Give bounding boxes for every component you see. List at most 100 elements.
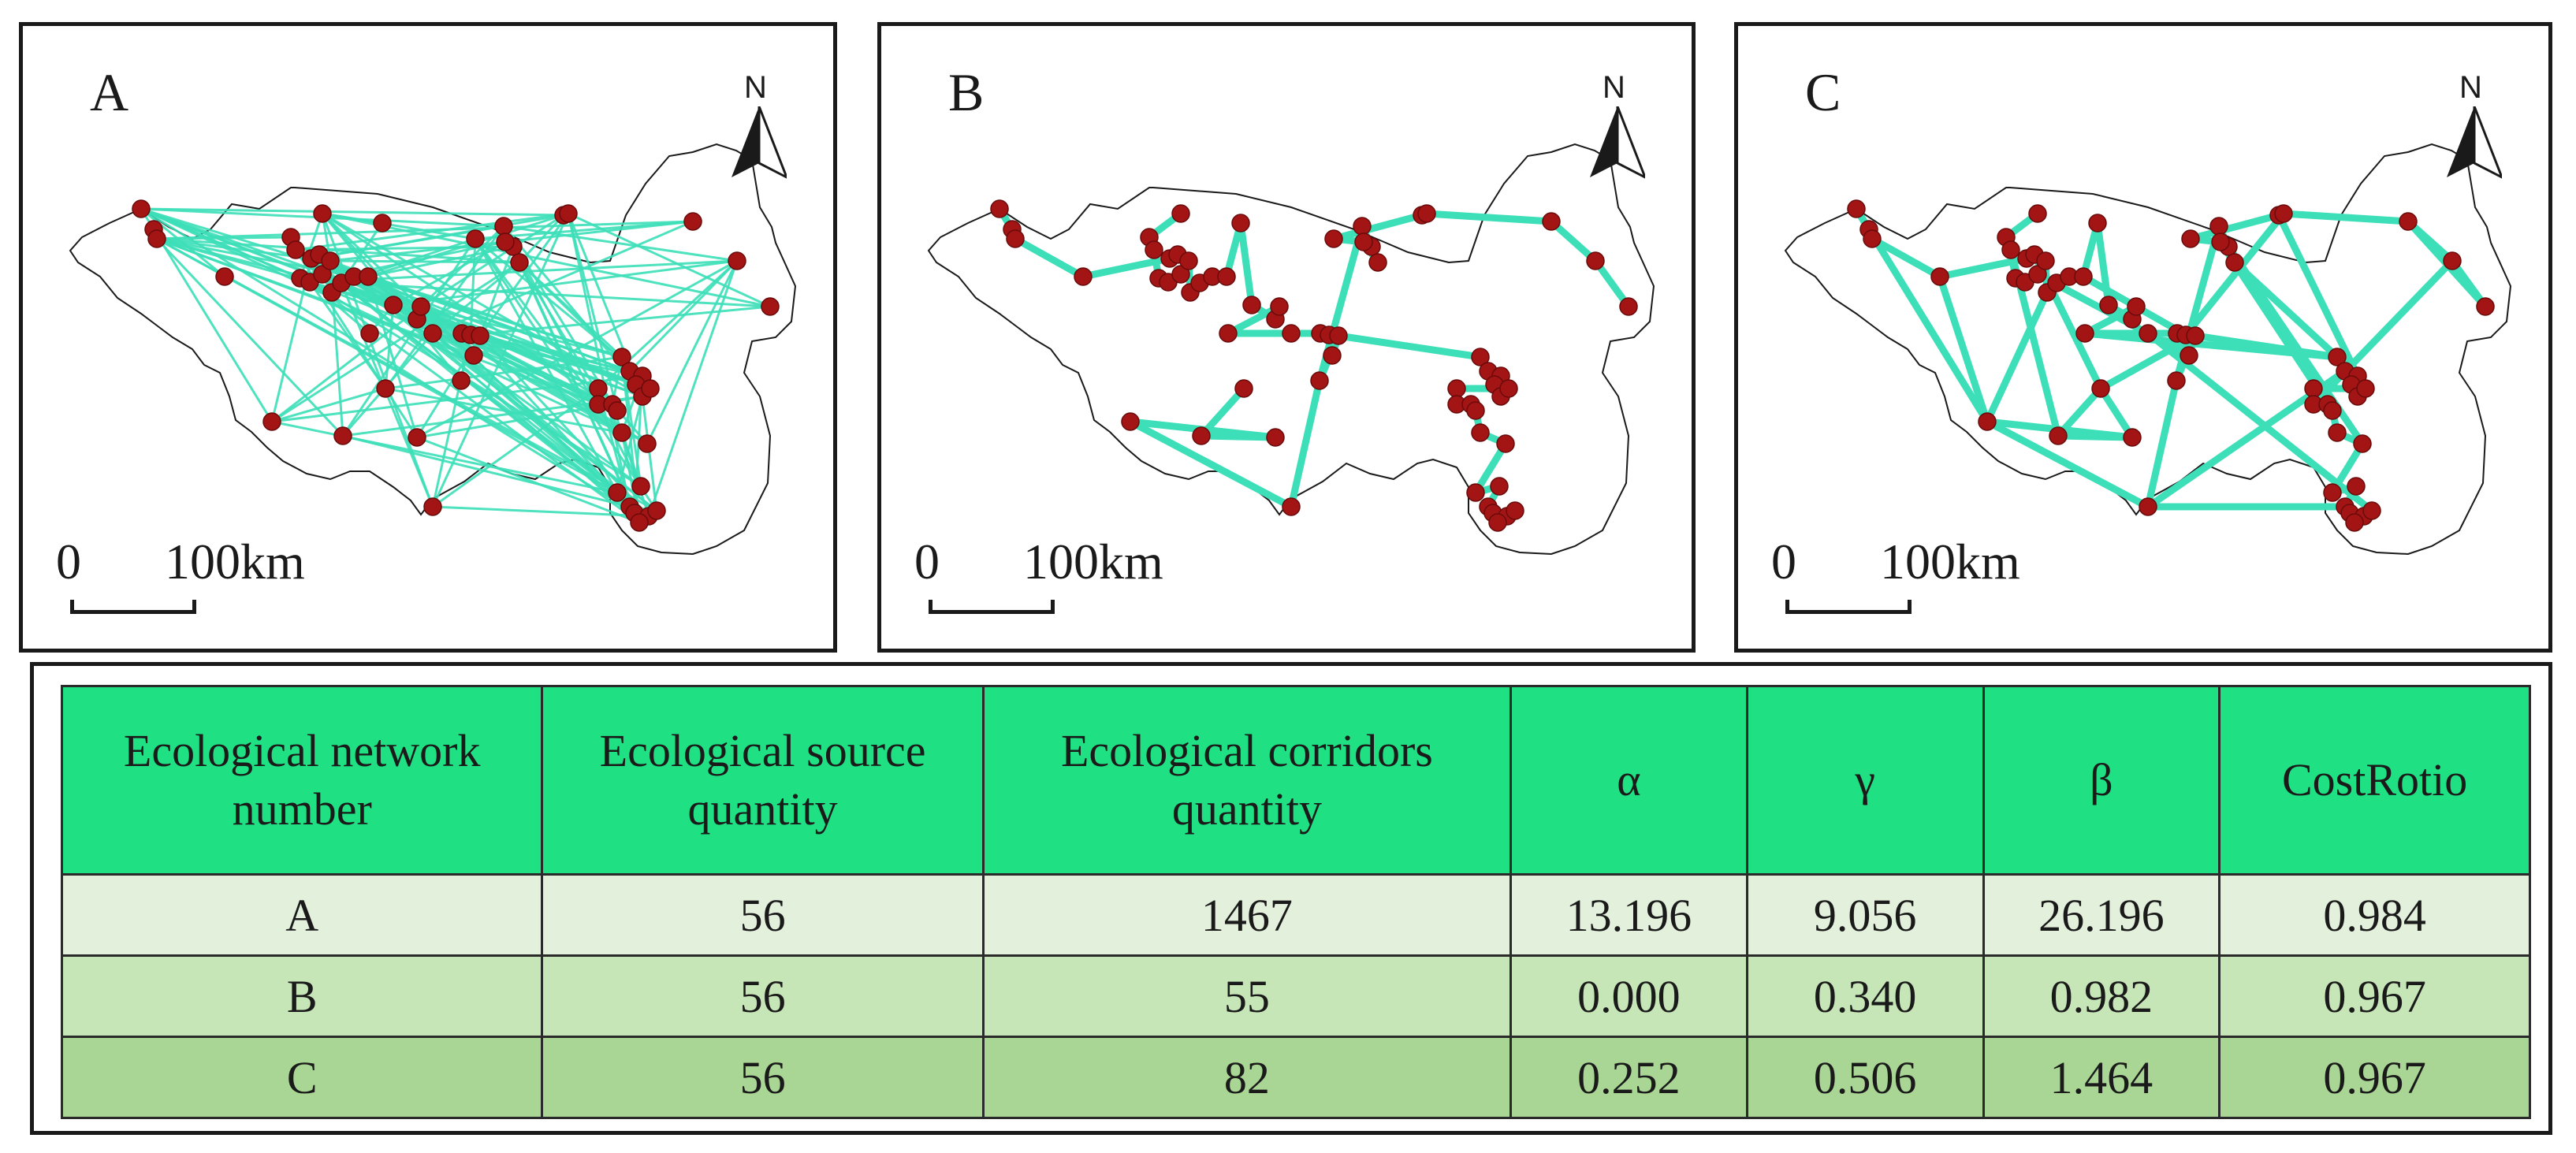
ecological-corridor bbox=[415, 403, 614, 439]
ecological-source-node bbox=[464, 346, 483, 365]
scale-length-label: 100km bbox=[165, 534, 305, 590]
panel-label: B bbox=[948, 62, 985, 122]
ecological-source-node bbox=[466, 229, 485, 248]
scale-line bbox=[70, 600, 196, 614]
ecological-source-node bbox=[1270, 297, 1289, 316]
ecological-source-node bbox=[423, 497, 442, 516]
table-header-row: Ecological network number Ecological sou… bbox=[60, 685, 2531, 876]
ecological-corridor bbox=[518, 214, 565, 264]
ecological-source-node bbox=[1006, 229, 1025, 248]
ecological-source-node bbox=[2091, 379, 2110, 398]
ecological-corridor bbox=[469, 237, 477, 337]
ecological-corridor bbox=[1197, 385, 1248, 440]
ecological-source-node bbox=[1863, 229, 1882, 248]
table-cell: A bbox=[60, 873, 544, 957]
ecological-corridor bbox=[1936, 273, 1991, 426]
north-arrow-icon bbox=[1590, 106, 1645, 179]
ecological-corridor bbox=[647, 259, 739, 518]
ecological-source-node bbox=[1234, 379, 1253, 398]
ecological-corridor bbox=[1011, 235, 1087, 281]
ecological-source-node bbox=[496, 232, 515, 251]
ecological-corridor bbox=[431, 505, 650, 518]
ecological-corridor bbox=[155, 237, 313, 260]
ecological-source-node bbox=[2476, 297, 2495, 316]
ecological-corridor bbox=[321, 212, 434, 508]
ecological-source-node bbox=[1930, 267, 1949, 286]
ecological-source-node bbox=[1266, 428, 1285, 447]
ecological-source-node bbox=[630, 513, 649, 532]
region-boundary bbox=[927, 143, 1655, 556]
scale-zero-label: 0 bbox=[1771, 534, 1796, 590]
region-boundary bbox=[1784, 143, 2512, 556]
ecological-source-node bbox=[1323, 346, 1342, 365]
ecological-source-node bbox=[2304, 379, 2323, 398]
ecological-corridor bbox=[308, 281, 387, 390]
ecological-corridor bbox=[270, 420, 619, 494]
ecological-corridor bbox=[431, 387, 600, 508]
ecological-corridor bbox=[384, 355, 624, 390]
north-label: N bbox=[1603, 70, 1625, 105]
ecological-corridor bbox=[2054, 432, 2136, 441]
network-statistics-table: Ecological network number Ecological sou… bbox=[60, 685, 2531, 1119]
ecological-corridor bbox=[294, 212, 570, 251]
ecological-source-node bbox=[608, 483, 627, 502]
table-cell: C bbox=[60, 1036, 544, 1119]
table-cell: 0.984 bbox=[2218, 873, 2531, 957]
scale-zero-label: 0 bbox=[914, 534, 940, 590]
ecological-source-node bbox=[408, 428, 426, 447]
table-row: A 56 1467 13.196 9.056 26.196 0.984 bbox=[60, 873, 2531, 957]
ecological-source-node bbox=[612, 423, 631, 442]
ecological-source-node bbox=[384, 296, 403, 314]
table-cell: 0.506 bbox=[1745, 1036, 1985, 1119]
table-row: C 56 82 0.252 0.506 1.464 0.967 bbox=[60, 1036, 2531, 1119]
scale-zero-label: 0 bbox=[56, 534, 81, 590]
ecological-source-node bbox=[647, 501, 666, 520]
ecological-source-node bbox=[2186, 326, 2205, 345]
ecological-source-node bbox=[2362, 501, 2381, 520]
ecological-source-node bbox=[2049, 426, 2068, 445]
ecological-source-node bbox=[1282, 497, 1301, 516]
table-cell: 82 bbox=[981, 1036, 1513, 1119]
scale-line bbox=[1785, 600, 1912, 614]
ecological-corridor bbox=[270, 374, 644, 423]
ecological-source-node bbox=[2356, 379, 2375, 398]
ecological-source-node bbox=[1466, 401, 1485, 420]
ecological-corridor bbox=[478, 245, 515, 337]
ecological-corridor bbox=[1224, 303, 1283, 337]
table-cell: 56 bbox=[541, 873, 985, 957]
ecological-source-node bbox=[1499, 379, 1518, 398]
ecological-source-node bbox=[2443, 251, 2462, 270]
ecological-source-node bbox=[359, 267, 378, 286]
ecological-source-node bbox=[373, 214, 392, 232]
ecological-corridor bbox=[1237, 219, 1256, 309]
map-panel-b: B N 0 100km bbox=[877, 22, 1696, 653]
ecological-corridor bbox=[474, 237, 600, 406]
ecological-source-node bbox=[608, 401, 627, 420]
ecological-source-node bbox=[2353, 434, 2372, 453]
ecological-corridor bbox=[367, 275, 419, 439]
ecological-corridor bbox=[502, 225, 739, 262]
table-cell: 55 bbox=[981, 954, 1513, 1038]
ecological-source-node bbox=[1171, 204, 1190, 223]
ecological-corridor bbox=[431, 220, 694, 335]
ecological-corridor bbox=[2187, 211, 2283, 243]
ecological-source-node bbox=[1179, 251, 1198, 270]
table-cell: B bbox=[60, 954, 544, 1038]
scale-length-label: 100km bbox=[1880, 534, 2020, 590]
ecological-corridor bbox=[628, 259, 739, 373]
ecological-source-node bbox=[2209, 217, 2228, 236]
header-cell: β bbox=[1982, 685, 2221, 876]
ecological-source-node bbox=[471, 326, 490, 345]
north-label: N bbox=[744, 70, 767, 105]
ecological-corridor bbox=[1983, 418, 2152, 511]
ecological-source-node bbox=[1619, 297, 1638, 316]
ecological-corridor bbox=[1868, 235, 1944, 281]
ecological-source-node bbox=[132, 199, 151, 218]
ecological-source-node bbox=[2345, 513, 2364, 532]
ecological-source-node bbox=[1447, 379, 1466, 398]
ecological-source-node bbox=[990, 199, 1009, 218]
ecological-corridor bbox=[1197, 432, 1279, 441]
scale-bar: 0 100km bbox=[1771, 537, 2086, 623]
ecological-corridor bbox=[270, 387, 387, 423]
ecological-corridor bbox=[1547, 218, 1599, 265]
